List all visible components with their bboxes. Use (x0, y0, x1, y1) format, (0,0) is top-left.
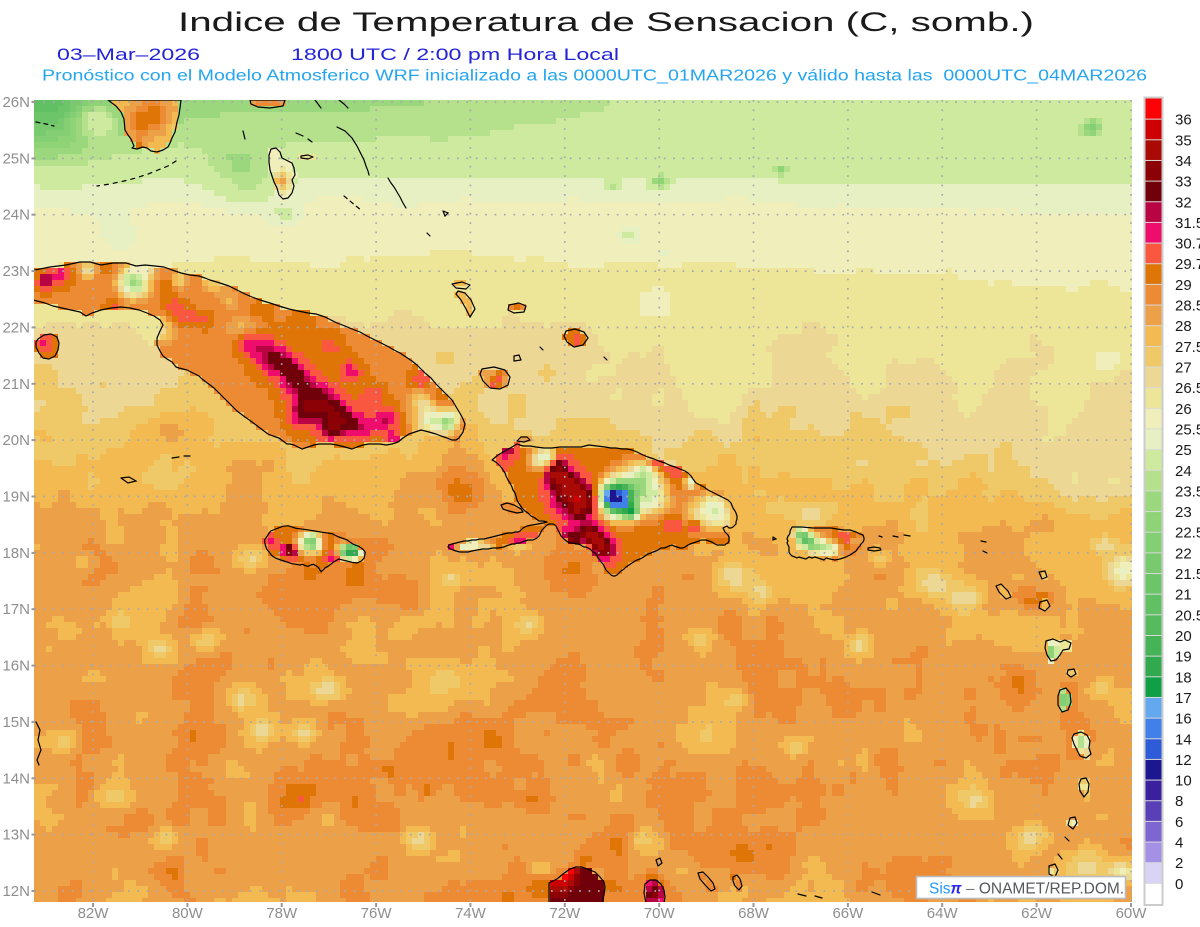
svg-text:64W: 64W (927, 905, 959, 922)
svg-text:60W: 60W (1116, 905, 1148, 922)
svg-text:12: 12 (1175, 752, 1192, 769)
svg-text:82W: 82W (78, 905, 110, 922)
svg-text:1800 UTC / 2:00 pm Hora Local: 1800 UTC / 2:00 pm Hora Local (291, 45, 619, 64)
svg-text:Indice de Temperatura de Sensa: Indice de Temperatura de Sensacion (C, s… (178, 7, 1034, 37)
svg-text:03–Mar–2026: 03–Mar–2026 (57, 45, 200, 64)
svg-text:80W: 80W (172, 905, 204, 922)
svg-text:25.5: 25.5 (1175, 422, 1200, 439)
svg-text:14N: 14N (2, 770, 30, 787)
svg-text:21: 21 (1175, 587, 1192, 604)
svg-text:33: 33 (1175, 174, 1192, 191)
svg-text:62W: 62W (1021, 905, 1053, 922)
svg-text:15N: 15N (2, 714, 30, 731)
svg-text:68W: 68W (738, 905, 770, 922)
svg-text:27: 27 (1175, 360, 1192, 377)
svg-text:13N: 13N (2, 827, 30, 844)
svg-text:18N: 18N (2, 545, 30, 562)
svg-text:26.5: 26.5 (1175, 380, 1200, 397)
svg-text:25N: 25N (2, 150, 30, 167)
svg-text:19N: 19N (2, 489, 30, 506)
svg-text:34: 34 (1175, 153, 1192, 170)
svg-text:14: 14 (1175, 731, 1192, 748)
svg-text:22N: 22N (2, 319, 30, 336)
svg-text:20.5: 20.5 (1175, 607, 1200, 624)
svg-text:31.5: 31.5 (1175, 215, 1200, 232)
svg-text:6: 6 (1175, 814, 1183, 831)
svg-text:20N: 20N (2, 432, 30, 449)
svg-text:2: 2 (1175, 855, 1183, 872)
svg-text:74W: 74W (455, 905, 487, 922)
svg-text:Sisπ – ONAMET/REP.DOM.: Sisπ – ONAMET/REP.DOM. (929, 881, 1124, 898)
svg-text:36: 36 (1175, 112, 1192, 129)
svg-text:0: 0 (1175, 876, 1183, 893)
svg-text:32: 32 (1175, 194, 1192, 211)
svg-text:8: 8 (1175, 793, 1183, 810)
svg-text:18: 18 (1175, 669, 1192, 686)
svg-text:22.5: 22.5 (1175, 525, 1200, 542)
svg-text:12N: 12N (2, 883, 30, 900)
svg-text:21.5: 21.5 (1175, 566, 1200, 583)
svg-text:28.5: 28.5 (1175, 298, 1200, 315)
svg-text:78W: 78W (266, 905, 298, 922)
svg-text:29.7: 29.7 (1175, 256, 1200, 273)
svg-text:10: 10 (1175, 773, 1192, 790)
svg-text:Pronóstico con el Modelo Atmos: Pronóstico con el Modelo Atmosferico WRF… (42, 68, 1147, 85)
svg-text:27.5: 27.5 (1175, 339, 1200, 356)
svg-text:26: 26 (1175, 401, 1192, 418)
svg-text:23N: 23N (2, 263, 30, 280)
svg-text:24N: 24N (2, 207, 30, 224)
svg-text:21N: 21N (2, 376, 30, 393)
svg-text:22: 22 (1175, 545, 1192, 562)
svg-text:23: 23 (1175, 504, 1192, 521)
svg-text:23.5: 23.5 (1175, 483, 1200, 500)
svg-text:16: 16 (1175, 711, 1192, 728)
svg-text:20: 20 (1175, 628, 1192, 645)
svg-text:29: 29 (1175, 277, 1192, 294)
svg-text:25: 25 (1175, 442, 1192, 459)
svg-text:66W: 66W (832, 905, 864, 922)
svg-text:19: 19 (1175, 649, 1192, 666)
svg-text:35: 35 (1175, 132, 1192, 149)
svg-text:26N: 26N (2, 94, 30, 111)
svg-text:70W: 70W (644, 905, 676, 922)
svg-text:4: 4 (1175, 835, 1183, 852)
svg-text:76W: 76W (361, 905, 393, 922)
svg-text:24: 24 (1175, 463, 1192, 480)
svg-text:17N: 17N (2, 601, 30, 618)
svg-text:30.7: 30.7 (1175, 236, 1200, 253)
svg-text:72W: 72W (549, 905, 581, 922)
svg-text:17: 17 (1175, 690, 1192, 707)
svg-text:16N: 16N (2, 658, 30, 675)
svg-text:28: 28 (1175, 318, 1192, 335)
